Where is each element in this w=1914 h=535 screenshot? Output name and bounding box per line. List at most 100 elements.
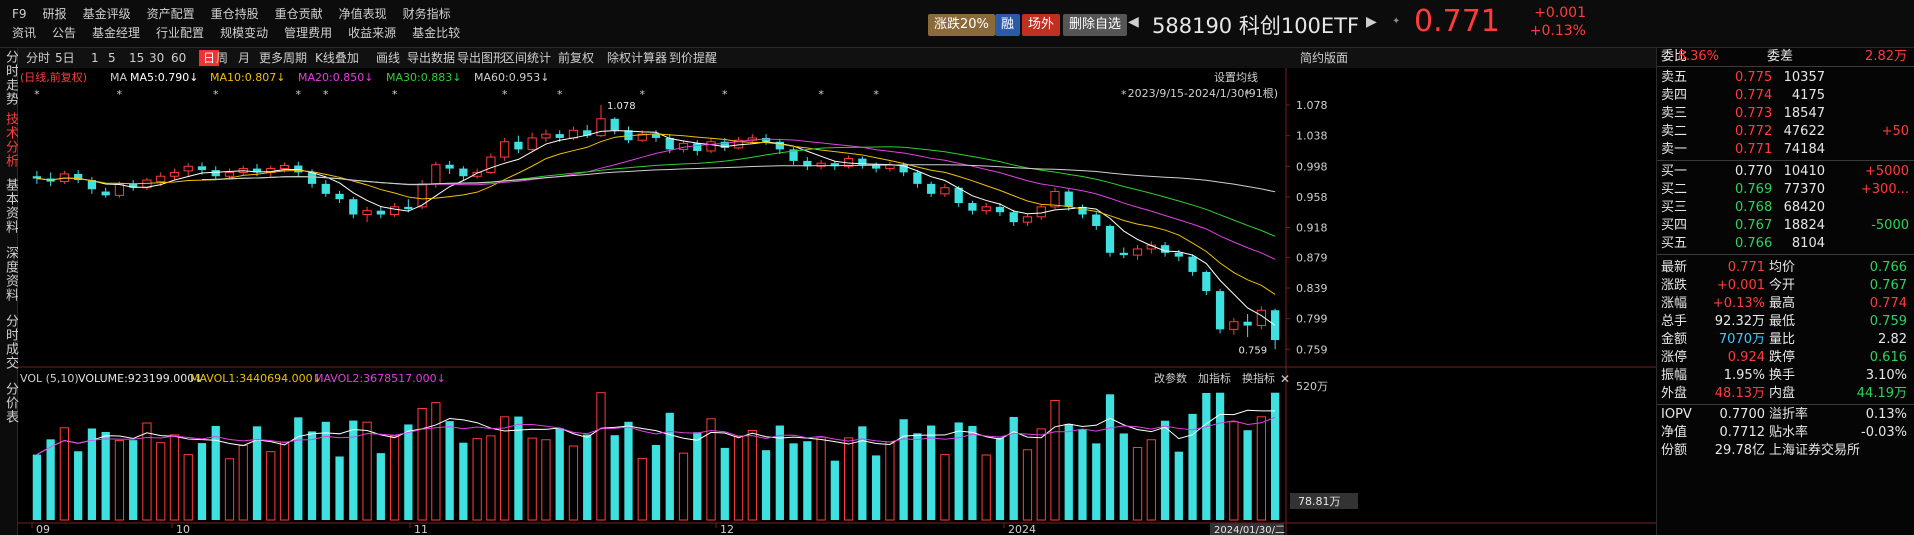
y-tick-label: 0.958 bbox=[1296, 191, 1328, 204]
toolbar-item-12[interactable]: 画线 bbox=[376, 51, 401, 65]
top-menu-item-2[interactable]: 基金评级 bbox=[82, 7, 131, 21]
x-axis-label: 2024 bbox=[1008, 523, 1036, 535]
candle-body bbox=[156, 175, 166, 183]
candle-body bbox=[459, 168, 468, 177]
top-menu-item-row2-2[interactable]: 基金经理 bbox=[92, 26, 141, 40]
bid-volume: 10410 bbox=[1783, 164, 1825, 179]
toolbar-item-2[interactable]: 1 bbox=[91, 51, 99, 65]
vol-button-1[interactable]: 加指标 bbox=[1198, 371, 1231, 385]
security-title: 588190 科创100ETF bbox=[1152, 14, 1360, 38]
volume-bar bbox=[583, 434, 592, 520]
weibi-label: 委比 bbox=[1661, 49, 1688, 64]
prev-security-icon[interactable]: ◀ bbox=[1128, 14, 1139, 30]
toolbar-item-5[interactable]: 30 bbox=[149, 51, 165, 65]
toolbar-item-14[interactable]: 导出图形 bbox=[457, 51, 506, 65]
top-menu-item-row2-5[interactable]: 管理费用 bbox=[284, 26, 333, 40]
candle-body bbox=[720, 141, 729, 148]
tab-intraday[interactable]: 分时走势 bbox=[3, 50, 18, 106]
tab-price-table[interactable]: 分价表 bbox=[3, 382, 18, 424]
candle-body bbox=[1105, 226, 1115, 253]
tab-basic-info[interactable]: 基本资料 bbox=[3, 178, 18, 234]
toolbar-item-15[interactable]: 区间统计 bbox=[503, 51, 552, 65]
volume-bar bbox=[1078, 429, 1087, 520]
candle-body bbox=[294, 165, 303, 173]
candle-body bbox=[858, 158, 867, 165]
toolbar-item-13[interactable]: 导出数据 bbox=[407, 51, 456, 65]
candle-body bbox=[445, 164, 454, 169]
toolbar-item-6[interactable]: 60 bbox=[171, 51, 187, 65]
ma60-line bbox=[201, 164, 1276, 193]
kline-chart[interactable]: (日线,前复权) MA MA5:0.790↓ MA10:0.807↓ MA20:0.85… bbox=[18, 68, 1656, 535]
volume-bar bbox=[114, 439, 125, 521]
volume-bar bbox=[637, 457, 647, 521]
top-menu-item-row2-6[interactable]: 收益来源 bbox=[348, 26, 397, 40]
toolbar-item-16[interactable]: 前复权 bbox=[558, 51, 595, 65]
top-menu-item-1[interactable]: 研报 bbox=[42, 7, 67, 21]
top-menu-item-3[interactable]: 资产配置 bbox=[146, 7, 195, 21]
ask-volume: 18547 bbox=[1783, 106, 1825, 121]
top-menu-item-row2-4[interactable]: 规模变动 bbox=[220, 26, 269, 40]
top-menu-item-row2-1[interactable]: 公告 bbox=[52, 26, 77, 40]
top-menu-item-row2-7[interactable]: 基金比较 bbox=[412, 26, 461, 40]
toolbar-item-0[interactable]: 分时 bbox=[26, 51, 51, 65]
toolbar-item-17[interactable]: 除权计算器 bbox=[607, 51, 668, 65]
toolbar-item-11[interactable]: K线叠加 bbox=[315, 51, 359, 65]
volume-bar bbox=[376, 453, 385, 520]
tab-technical[interactable]: 技术分析 bbox=[3, 112, 18, 168]
bid-row: 买四 0.767 18824 -5000 bbox=[1657, 217, 1914, 235]
toolbar-item-9[interactable]: 月 bbox=[238, 51, 251, 65]
ma-legend-1: MA5:0.790↓ bbox=[130, 71, 198, 84]
volume-bar bbox=[417, 408, 427, 521]
ma30-line bbox=[201, 146, 1276, 237]
bid-label: 买一 bbox=[1661, 164, 1688, 179]
toolbar-item-7[interactable]: 日 bbox=[199, 50, 220, 66]
margin-tag[interactable]: 融 bbox=[995, 14, 1021, 36]
nav-value: 0.13% bbox=[1865, 407, 1907, 422]
vol-button-0[interactable]: 改参数 bbox=[1154, 371, 1187, 385]
toolbar-item-3[interactable]: 5 bbox=[108, 51, 116, 65]
tab-trades[interactable]: 分时成交 bbox=[3, 314, 18, 370]
volume-bar bbox=[445, 421, 454, 520]
volume-bar bbox=[1119, 433, 1128, 520]
off-exchange-tag[interactable]: 场外 bbox=[1022, 14, 1061, 36]
top-menu-item-row2-0[interactable]: 资讯 bbox=[12, 26, 37, 40]
toolbar-item-4[interactable]: 15 bbox=[129, 51, 145, 65]
candle-body bbox=[129, 183, 138, 188]
volume-bar bbox=[224, 458, 235, 521]
limit-tag[interactable]: 涨跌20% bbox=[928, 14, 995, 36]
toolbar-item-8[interactable]: 周 bbox=[216, 51, 229, 65]
vol-button-2[interactable]: 换指标 bbox=[1242, 371, 1275, 385]
tab-deep-info[interactable]: 深度资料 bbox=[3, 246, 18, 302]
top-menu-item-5[interactable]: 重仓贡献 bbox=[274, 7, 323, 21]
remove-watchlist-button[interactable]: 删除自选 bbox=[1063, 14, 1128, 36]
volume-bar bbox=[1174, 451, 1183, 520]
y-tick-label: 0.879 bbox=[1296, 251, 1328, 264]
volume-bar bbox=[954, 422, 963, 520]
pin-icon[interactable]: ✦ bbox=[1392, 16, 1401, 27]
toolbar-item-10[interactable]: 更多周期 bbox=[259, 51, 308, 65]
top-menu-item-7[interactable]: 财务指标 bbox=[402, 7, 451, 21]
quote-row: 最新 0.771 均价 0.766 bbox=[1657, 259, 1914, 277]
top-menu-item-6[interactable]: 净值表现 bbox=[338, 7, 387, 21]
event-marker: * bbox=[502, 88, 508, 101]
nav-label: 贴水率 bbox=[1769, 425, 1809, 440]
next-security-icon[interactable]: ▶ bbox=[1366, 14, 1377, 30]
volume-bar bbox=[183, 454, 193, 521]
top-menu-item-4[interactable]: 重仓持股 bbox=[210, 7, 259, 21]
toolbar-item-1[interactable]: 5日 bbox=[55, 51, 75, 65]
quote-label: 量比 bbox=[1769, 332, 1796, 347]
top-menu-item-row2-3[interactable]: 行业配置 bbox=[156, 26, 205, 40]
candle-body bbox=[1229, 321, 1239, 330]
ask-price: 0.774 bbox=[1735, 88, 1773, 103]
toolbar-item-18[interactable]: 到价提醒 bbox=[669, 51, 718, 65]
candle-body bbox=[1022, 216, 1033, 223]
candle-body bbox=[486, 156, 496, 173]
price-change: +0.001 bbox=[1534, 5, 1586, 21]
candle-body bbox=[968, 203, 977, 211]
nav-row: 净值 0.7712 贴水率 -0.03% bbox=[1657, 424, 1914, 442]
bid-volume: 8104 bbox=[1791, 236, 1825, 251]
simple-layout-button[interactable]: 简约版面 bbox=[1300, 51, 1349, 65]
volume-bar bbox=[775, 425, 784, 520]
top-menu-item-0[interactable]: F9 bbox=[12, 7, 27, 21]
candle-body bbox=[389, 206, 400, 216]
